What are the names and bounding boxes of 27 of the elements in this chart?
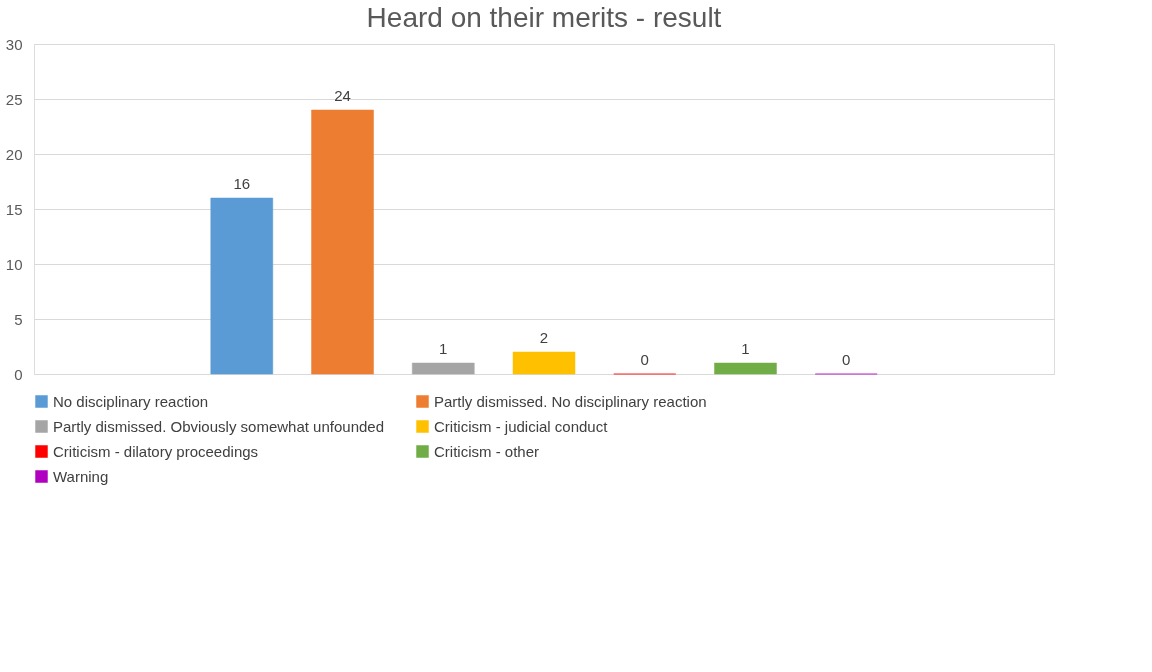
data-label: 1: [439, 340, 448, 357]
bar: [714, 362, 777, 375]
y-tick-label: 30: [5, 35, 23, 53]
legend-label: Partly dismissed. Obviously somewhat unfounded: [53, 417, 384, 435]
legend-label: Criticism - judicial conduct: [434, 417, 609, 435]
legend-label: Warning: [53, 467, 109, 485]
bar: [412, 362, 475, 375]
y-tick-label: 5: [14, 310, 23, 328]
legend-label: Partly dismissed. No disciplinary reaction: [434, 392, 707, 410]
y-tick-label: 20: [5, 145, 23, 163]
bar: [311, 109, 374, 375]
data-label: 0: [640, 351, 649, 368]
y-tick-label: 0: [14, 365, 23, 383]
data-label: 1: [741, 340, 750, 357]
chart-title: Heard on their merits - result: [366, 2, 722, 33]
y-tick-label: 10: [5, 255, 23, 273]
y-tick-label: 25: [5, 90, 23, 108]
bar: [210, 197, 274, 375]
data-label: 2: [539, 329, 549, 346]
bar: [512, 351, 576, 375]
data-label: 0: [842, 351, 851, 368]
y-tick-label: 15: [5, 200, 23, 218]
data-label: 24: [334, 87, 351, 104]
data-label: 16: [233, 175, 251, 192]
legend-label: No disciplinary reaction: [53, 392, 209, 410]
legend-label: Criticism - other: [434, 442, 540, 460]
legend-label: Criticism - dilatory proceedings: [53, 442, 259, 460]
